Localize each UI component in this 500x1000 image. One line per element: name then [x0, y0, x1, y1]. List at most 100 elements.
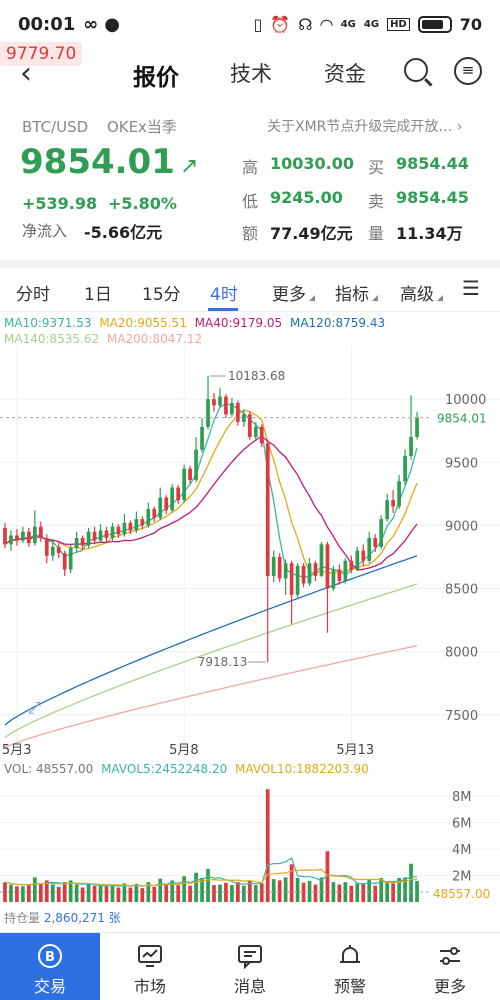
headset-icon: ☊ [298, 14, 313, 34]
volume-bar [21, 886, 25, 902]
candle [74, 531, 79, 552]
volume-bar [32, 877, 37, 902]
advanced-menu[interactable]: 高级 [400, 280, 443, 305]
bottom-nav-market[interactable]: 市场 [100, 933, 200, 1000]
interval-15m[interactable]: 15分 [142, 285, 181, 305]
candle [349, 555, 354, 574]
battery-icon [417, 15, 452, 33]
top-nav: ‹ 报价 技术 资金 ≡ [0, 48, 500, 96]
candle [337, 564, 342, 585]
back-chevron-icon[interactable]: ‹ [20, 56, 32, 91]
candle [373, 534, 378, 552]
indicator-menu[interactable]: 指标 [335, 280, 378, 305]
interval-timeshare[interactable]: 分时 [16, 285, 50, 305]
volume-bar [236, 882, 240, 902]
dropdown-triangle-icon [437, 295, 443, 301]
ma140-value: MA140:8535.62 [4, 332, 100, 346]
interval-1d[interactable]: 1日 [84, 285, 112, 305]
candle [68, 544, 73, 574]
candle [200, 418, 204, 453]
search-icon[interactable] [404, 58, 428, 82]
candle [391, 490, 395, 513]
bottom-nav-more[interactable]: 更多 [400, 933, 500, 1000]
trading-pair: BTC/USD OKEx当季 [22, 116, 177, 137]
active-interval-indicator [208, 308, 238, 311]
tab-funds[interactable]: 资金 [324, 62, 366, 86]
volume-value: 11.34万 [396, 224, 463, 243]
volume-bar [170, 880, 175, 902]
low-value: 9245.00 [270, 188, 343, 207]
ma40-line [4, 435, 418, 571]
candle [331, 565, 336, 592]
candle [265, 439, 270, 662]
volume-bar [86, 884, 91, 902]
candle [122, 514, 127, 537]
bottom-nav-messages-label: 消息 [233, 977, 266, 996]
notification-icon: ● [104, 13, 121, 35]
volume-bar [337, 884, 342, 902]
ma20-line [4, 409, 418, 574]
tab-quote[interactable]: 报价 [133, 65, 179, 91]
candle [164, 495, 169, 515]
candle [27, 527, 31, 547]
indicator-label: 指标 [335, 285, 369, 305]
candle [21, 526, 25, 544]
status-bar: 00:01 ∞ ● ▯ ⏰ ☊ ◠ 4G 4G HD 70 [0, 0, 500, 48]
candle [56, 543, 61, 559]
volume-bar [164, 885, 169, 902]
volume-chart[interactable]: 8M 6M 4M 2M 48557.00 [0, 778, 500, 908]
bottom-nav-messages[interactable]: 消息 [200, 933, 300, 1000]
candle [415, 411, 419, 440]
volume-bar [206, 868, 210, 902]
fullscreen-expand-icon[interactable]: ⤢ [28, 698, 41, 717]
tab-technical[interactable]: 技术 [230, 62, 272, 86]
volume-bar [283, 877, 288, 902]
volume-bar [116, 887, 121, 902]
candle [253, 421, 258, 441]
candle [361, 544, 366, 566]
volume-bar [331, 882, 336, 902]
candle [146, 502, 151, 528]
menu-icon[interactable]: ≡ [454, 57, 482, 85]
chart-settings-icon[interactable]: ☰ [462, 276, 480, 300]
interval-more[interactable]: 更多 [272, 280, 315, 305]
ma200-line [4, 645, 418, 749]
candle [15, 529, 19, 546]
volume-bar [265, 789, 270, 902]
alarm-icon: ⏰ [270, 14, 291, 34]
amount-value: 77.49亿元 [270, 224, 353, 243]
market-chart-icon [138, 945, 162, 967]
vol-axis-label: 4M [452, 843, 472, 858]
ma20-value: MA20:9055.51 [99, 316, 187, 330]
candle [307, 558, 312, 586]
candle [86, 527, 91, 549]
candle [188, 466, 192, 484]
exchange-name: OKEx当季 [106, 118, 177, 136]
volume-bar [409, 863, 413, 902]
last-volume-label: 48557.00 [433, 887, 490, 901]
notice-link[interactable]: 关于XMR节点升级完成开放… › [267, 116, 462, 136]
vibrate-icon: ▯ [253, 14, 263, 34]
volume-bar [295, 878, 300, 902]
candle [295, 563, 300, 598]
interval-4h[interactable]: 4时 [210, 285, 238, 305]
volume-bar [200, 878, 204, 902]
volume-bar [361, 883, 366, 902]
volume-bar [373, 885, 378, 902]
candlestick-chart[interactable]: 10000 9500 9000 8500 8000 7500 5月3 5月8 5月13 10183… [0, 345, 500, 760]
bottom-nav-trade-label: 交易 [33, 977, 66, 996]
bottom-nav-trade[interactable]: B 交易 [0, 933, 100, 1000]
message-icon [238, 945, 262, 969]
bottom-nav-alerts[interactable]: 预警 [300, 933, 400, 1000]
price-axis-label: 9500 [445, 456, 478, 471]
last-price-label: 9854.01 [437, 412, 487, 426]
candle [206, 375, 210, 430]
battery-level: 70 [459, 14, 482, 34]
ma-legend-row-2: MA140:8535.62 MA200:8047.12 [4, 332, 206, 346]
candle [32, 510, 37, 546]
volume-bar [241, 885, 246, 902]
volume-bar [188, 885, 192, 902]
candle [98, 524, 103, 544]
open-interest-label: 持仓量 [4, 911, 41, 925]
candle [325, 541, 330, 633]
